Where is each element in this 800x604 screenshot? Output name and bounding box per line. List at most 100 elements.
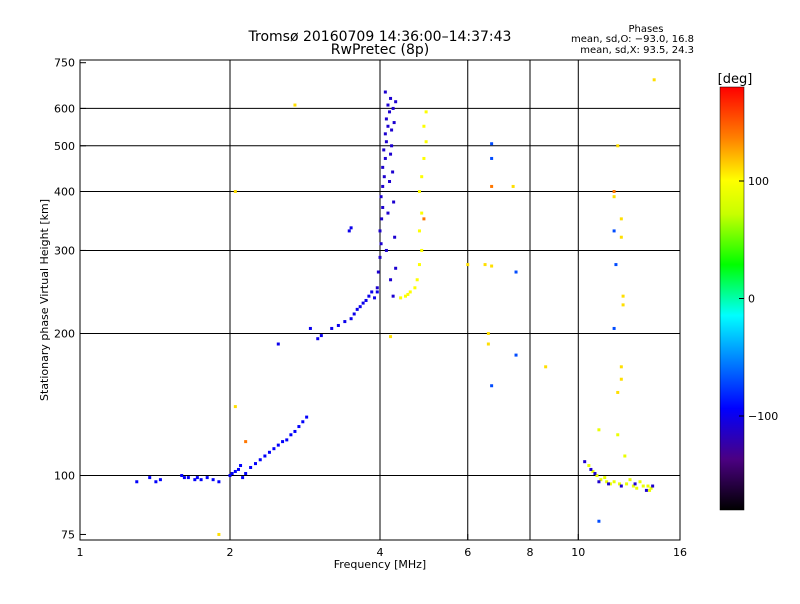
data-point [364,298,368,302]
data-point [391,106,395,110]
data-point [289,433,293,437]
x-tick-label: 2 [227,546,234,559]
x-tick-label: 6 [464,546,471,559]
colorbar-label: [deg] [718,72,753,87]
data-point [633,482,637,486]
data-point [614,263,618,267]
data-point [233,469,237,473]
data-point [408,290,412,294]
data-point [389,335,393,339]
data-point [597,519,601,523]
data-point [420,211,424,215]
colorbar-tick-label: 0 [748,293,755,306]
data-point [390,144,394,148]
chart-title: Tromsø 20160709 14:36:00–14:37:43 [248,29,512,45]
data-point [382,175,386,179]
data-point [393,235,397,239]
data-point [514,270,518,274]
data-point [420,248,424,252]
data-point [612,480,616,484]
x-tick-label: 16 [673,546,687,559]
data-point [381,165,385,169]
data-point [386,211,390,215]
data-point [417,190,421,194]
data-point [186,476,190,480]
data-point [301,420,305,424]
data-point [233,190,237,194]
data-point [389,152,393,156]
data-point [358,305,362,309]
data-point [239,464,243,468]
data-point [293,429,297,433]
data-point [347,229,351,233]
data-point [424,140,428,144]
data-point [422,217,426,221]
data-point [392,121,396,125]
data-point [148,476,152,480]
data-point [612,195,616,199]
data-point [490,264,494,268]
data-point [652,78,656,82]
data-point [619,235,623,239]
data-point [386,103,390,107]
colorbar-tick-label: −100 [748,410,778,423]
data-point [483,263,487,267]
data-point [230,471,234,475]
data-point [308,326,312,330]
data-point [631,484,635,488]
data-point [370,290,374,294]
data-point [486,332,490,336]
data-point [599,478,603,482]
data-point [276,443,280,447]
data-point [211,478,215,482]
y-axis-label: Stationary phase Virtual Height [km] [38,199,51,401]
data-point [285,438,289,442]
data-point [413,286,417,290]
data-point [388,180,392,184]
data-point [486,342,490,346]
data-point [258,458,262,462]
data-point [392,200,396,204]
data-point [381,184,385,188]
y-tick-label: 400 [54,186,75,199]
data-point [649,486,653,490]
data-point [648,488,652,492]
data-point [383,132,387,136]
data-point [490,156,494,160]
data-point [644,488,648,492]
data-point [378,255,382,259]
data-point [616,390,620,394]
data-point [621,303,625,307]
data-point [316,337,320,341]
data-point [154,480,158,484]
x-tick-label: 1 [77,546,84,559]
data-point [233,405,237,409]
data-point [589,467,593,471]
data-point [603,476,607,480]
data-point [595,474,599,478]
x-tick-label: 8 [527,546,534,559]
data-point [199,478,203,482]
data-point [394,266,398,270]
stats-heading: Phases [628,24,663,35]
grid-layer [80,60,680,540]
data-point [612,326,616,330]
data-point [375,290,379,294]
data-point [272,447,276,451]
data-point [422,156,426,160]
data-point [355,307,359,311]
data-point [376,270,380,274]
data-point [382,148,386,152]
data-point [593,471,597,475]
y-tick-label: 600 [54,102,75,115]
data-point [391,170,395,174]
data-point [205,476,209,480]
data-point [319,334,323,338]
data-point [612,229,616,233]
data-point [228,474,232,478]
data-point [406,292,410,296]
y-tick-label: 750 [54,57,75,70]
data-point [389,96,393,100]
